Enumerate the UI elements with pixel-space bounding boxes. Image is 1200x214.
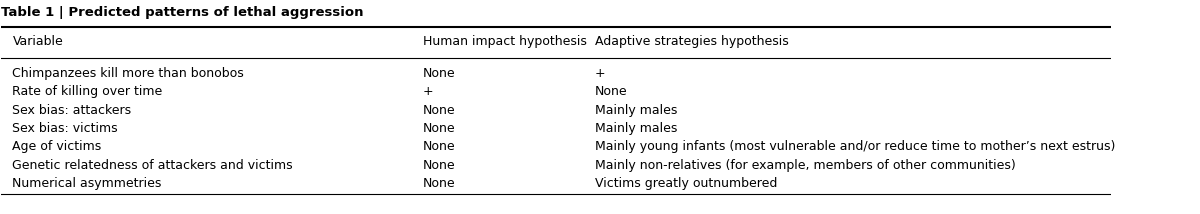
Text: None: None xyxy=(422,159,456,172)
Text: Chimpanzees kill more than bonobos: Chimpanzees kill more than bonobos xyxy=(12,67,245,80)
Text: +: + xyxy=(422,85,433,98)
Text: None: None xyxy=(422,140,456,153)
Text: Rate of killing over time: Rate of killing over time xyxy=(12,85,163,98)
Text: None: None xyxy=(595,85,628,98)
Text: Sex bias: attackers: Sex bias: attackers xyxy=(12,104,132,117)
Text: Table 1 | Predicted patterns of lethal aggression: Table 1 | Predicted patterns of lethal a… xyxy=(1,6,364,19)
Text: Human impact hypothesis: Human impact hypothesis xyxy=(422,35,587,48)
Text: Genetic relatedness of attackers and victims: Genetic relatedness of attackers and vic… xyxy=(12,159,293,172)
Text: Mainly young infants (most vulnerable and/or reduce time to mother’s next estrus: Mainly young infants (most vulnerable an… xyxy=(595,140,1115,153)
Text: Victims greatly outnumbered: Victims greatly outnumbered xyxy=(595,177,778,190)
Text: Age of victims: Age of victims xyxy=(12,140,102,153)
Text: Mainly non-relatives (for example, members of other communities): Mainly non-relatives (for example, membe… xyxy=(595,159,1015,172)
Text: None: None xyxy=(422,122,456,135)
Text: Sex bias: victims: Sex bias: victims xyxy=(12,122,118,135)
Text: Mainly males: Mainly males xyxy=(595,122,677,135)
Text: None: None xyxy=(422,67,456,80)
Text: Mainly males: Mainly males xyxy=(595,104,677,117)
Text: Numerical asymmetries: Numerical asymmetries xyxy=(12,177,162,190)
Text: Adaptive strategies hypothesis: Adaptive strategies hypothesis xyxy=(595,35,788,48)
Text: +: + xyxy=(595,67,606,80)
Text: None: None xyxy=(422,177,456,190)
Text: None: None xyxy=(422,104,456,117)
Text: Variable: Variable xyxy=(12,35,64,48)
